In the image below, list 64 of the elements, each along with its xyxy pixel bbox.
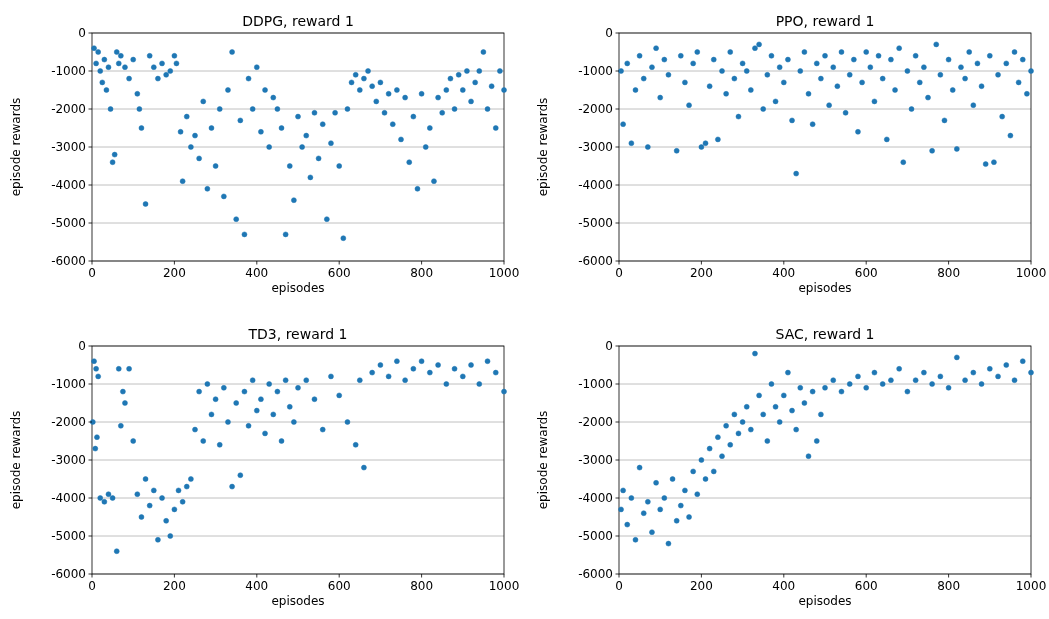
x-tick-label: 400 <box>245 266 269 280</box>
x-tick-label: 1000 <box>488 266 520 280</box>
y-tick-label: -2000 <box>578 102 613 117</box>
y-tick-label: -2000 <box>51 415 86 430</box>
x-tick-label: 1000 <box>1015 579 1047 593</box>
x-tick-label: 600 <box>854 266 878 280</box>
y-tick-label: 0 <box>78 26 86 41</box>
x-tick-label: 200 <box>689 579 713 593</box>
y-tick-label: -3000 <box>578 140 613 155</box>
x-tick-label: 1000 <box>488 579 520 593</box>
y-tick-label: -6000 <box>51 567 86 582</box>
y-tick-label: -1000 <box>578 377 613 392</box>
y-tick-label: -2000 <box>51 102 86 117</box>
x-tick-label: 0 <box>88 266 96 280</box>
y-tick-label: -5000 <box>578 216 613 231</box>
y-axis-title: episode rewards <box>536 410 550 510</box>
x-tick-label: 0 <box>615 579 623 593</box>
x-tick-label: 200 <box>162 579 186 593</box>
y-tick-label: -4000 <box>578 178 613 193</box>
chart-title: SAC, reward 1 <box>775 326 875 342</box>
y-tick-label: -6000 <box>578 254 613 269</box>
x-axis-title: episodes <box>798 281 852 295</box>
y-tick-label: -2000 <box>578 415 613 430</box>
x-tick-label: 600 <box>327 579 351 593</box>
x-tick-label: 600 <box>854 579 878 593</box>
chart-title: DDPG, reward 1 <box>242 13 354 29</box>
x-tick-label: 800 <box>937 266 961 280</box>
y-axis-title: episode rewards <box>536 97 550 197</box>
x-axis-title: episodes <box>271 594 325 608</box>
x-tick-label: 400 <box>772 579 796 593</box>
y-tick-label: -3000 <box>578 453 613 468</box>
x-tick-label: 600 <box>327 266 351 280</box>
y-axis-title: episode rewards <box>9 410 23 510</box>
y-tick-label: -3000 <box>51 140 86 155</box>
y-tick-label: -1000 <box>51 377 86 392</box>
y-tick-label: -3000 <box>51 453 86 468</box>
y-tick-label: -5000 <box>578 529 613 544</box>
y-tick-label: 0 <box>605 26 613 41</box>
x-tick-label: 200 <box>162 266 186 280</box>
chart-title: PPO, reward 1 <box>775 13 875 29</box>
x-tick-label: 0 <box>615 266 623 280</box>
y-axis-title: episode rewards <box>9 97 23 197</box>
x-tick-label: 1000 <box>1015 266 1047 280</box>
x-axis-title: episodes <box>798 594 852 608</box>
y-tick-label: -4000 <box>51 491 86 506</box>
chart-title: TD3, reward 1 <box>247 326 348 342</box>
x-tick-label: 800 <box>937 579 961 593</box>
y-tick-label: 0 <box>605 339 613 354</box>
y-tick-label: 0 <box>78 339 86 354</box>
y-tick-label: -1000 <box>578 64 613 79</box>
x-tick-label: 0 <box>88 579 96 593</box>
y-tick-label: -4000 <box>578 491 613 506</box>
x-axis-title: episodes <box>271 281 325 295</box>
y-tick-label: -5000 <box>51 529 86 544</box>
x-tick-label: 400 <box>772 266 796 280</box>
x-tick-label: 400 <box>245 579 269 593</box>
y-tick-label: -6000 <box>578 567 613 582</box>
y-tick-label: -5000 <box>51 216 86 231</box>
x-tick-label: 200 <box>689 266 713 280</box>
y-tick-label: -4000 <box>51 178 86 193</box>
y-tick-label: -6000 <box>51 254 86 269</box>
x-tick-label: 800 <box>410 266 434 280</box>
y-tick-label: -1000 <box>51 64 86 79</box>
x-tick-label: 800 <box>410 579 434 593</box>
